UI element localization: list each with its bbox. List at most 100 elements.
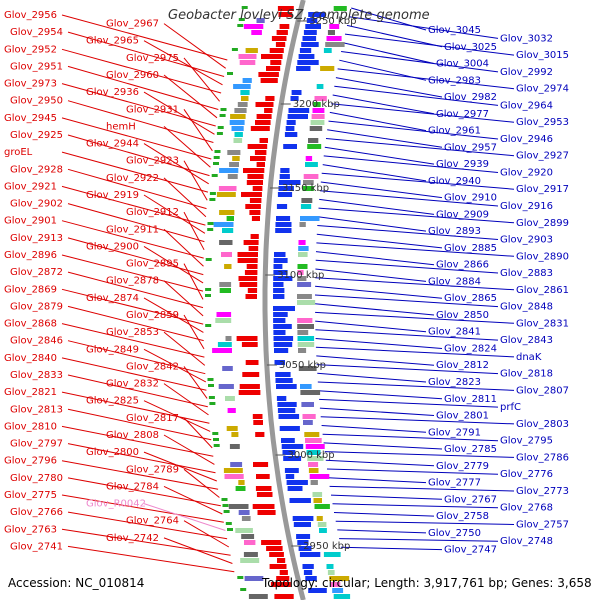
feature-block [229, 162, 239, 167]
rna-marker [223, 510, 230, 513]
forward-gene-block [246, 264, 258, 269]
reverse-gene-block [286, 480, 308, 485]
gene-label-glov-2899: Glov_2899 [516, 218, 569, 229]
forward-gene-block [250, 234, 259, 239]
gene-label-prfc: prfC [500, 402, 521, 413]
feature-block [227, 174, 238, 179]
feature-block [242, 78, 252, 83]
gene-label-glov-2766: Glov_2766 [10, 507, 63, 518]
gene-label-glov-2750: Glov_2750 [428, 528, 481, 539]
rna-marker [219, 114, 226, 117]
feature-block [233, 138, 243, 143]
leader-line [163, 280, 204, 317]
gene-label-glov-2896: Glov_2896 [4, 250, 57, 261]
gene-label-glov-2825: Glov_2825 [86, 396, 139, 407]
feature-block [308, 462, 319, 467]
feature-block [229, 120, 245, 125]
gene-label-glov-2940: Glov_2940 [428, 176, 481, 187]
forward-gene-block [260, 78, 278, 83]
reverse-gene-block [276, 384, 297, 389]
feature-block [226, 426, 238, 431]
feature-block [241, 516, 251, 521]
leader-line [319, 190, 499, 207]
feature-block [327, 570, 335, 575]
feature-block [237, 102, 248, 107]
reverse-gene-block [273, 324, 292, 329]
reverse-gene-block [276, 204, 288, 209]
feature-block [301, 198, 313, 203]
rna-marker [213, 444, 220, 447]
genome-backbone-arc [262, 0, 306, 600]
gene-label-glov-2920: Glov_2920 [500, 168, 553, 179]
reverse-gene-block [298, 546, 312, 551]
rna-marker [241, 6, 248, 9]
rna-marker [208, 396, 215, 399]
gene-label-glov-2791: Glov_2791 [428, 427, 481, 438]
gene-label-glov-3004: Glov_3004 [436, 59, 489, 70]
forward-gene-block [251, 216, 260, 221]
leader-line [163, 434, 215, 465]
feature-block [326, 564, 334, 569]
feature-block [306, 450, 321, 455]
gene-label-glov-2922: Glov_2922 [106, 173, 159, 184]
leader-line [67, 237, 204, 276]
rna-marker [205, 288, 212, 291]
leader-line [61, 48, 222, 94]
leader-line [61, 220, 204, 259]
leader-line [61, 528, 231, 556]
gene-label-glov-2823: Glov_2823 [428, 377, 481, 388]
feature-block [238, 480, 245, 485]
reverse-gene-block [282, 450, 296, 455]
feature-block [312, 492, 323, 497]
feature-block [300, 216, 320, 221]
leader-line [315, 268, 427, 282]
leader-line [320, 416, 515, 425]
genome-summary-text: Topology: circular; Length: 3,917,761 bp… [262, 576, 592, 590]
feature-block [303, 180, 314, 185]
forward-gene-block [241, 342, 258, 347]
leader-line [314, 303, 435, 316]
gene-label-glov-2890: Glov_2890 [516, 251, 569, 262]
leader-line [331, 103, 515, 123]
gene-label-glov-2853: Glov_2853 [106, 327, 159, 338]
leader-line [318, 207, 515, 224]
kbp-tick-label: 3200 kbp [293, 99, 340, 110]
feature-block [219, 288, 231, 293]
gene-label-glov-2916: Glov_2916 [500, 201, 553, 212]
gene-label-glov-2780: Glov_2780 [10, 473, 63, 484]
feature-block [216, 192, 236, 197]
leader-line [67, 31, 225, 77]
forward-gene-block [253, 420, 263, 425]
gene-label-glov-2957: Glov_2957 [444, 142, 497, 153]
leader-line [163, 126, 211, 168]
rna-marker [237, 576, 244, 579]
leader-line [335, 520, 515, 525]
feature-block [227, 408, 236, 413]
gene-label-glov-2779: Glov_2779 [436, 461, 489, 472]
feature-block [234, 108, 247, 113]
leader-line [317, 225, 499, 240]
feature-block [313, 102, 321, 107]
feature-block [225, 396, 235, 401]
gene-label-glov-2973: Glov_2973 [4, 79, 57, 90]
reverse-gene-block [277, 408, 296, 413]
gene-label-glov-2975: Glov_2975 [126, 53, 179, 64]
gene-label-glov-2742: Glov_2742 [106, 533, 159, 544]
kbp-tick-label: 3100 kbp [277, 270, 324, 281]
feature-block [323, 48, 332, 53]
gene-label-glov-3015: Glov_3015 [516, 50, 569, 61]
rna-marker [220, 108, 227, 111]
leader-line [328, 477, 427, 484]
forward-gene-block [250, 126, 270, 131]
feature-block [305, 156, 313, 161]
leader-line [183, 314, 205, 350]
gene-label-glov-2879: Glov_2879 [10, 301, 63, 312]
forward-gene-block [274, 594, 294, 599]
reverse-gene-block [285, 474, 295, 479]
feature-block [297, 342, 315, 347]
forward-gene-block [254, 150, 267, 155]
leader-line [61, 357, 207, 391]
forward-gene-block [255, 486, 272, 491]
leader-line [324, 451, 515, 458]
feature-block [319, 528, 327, 533]
